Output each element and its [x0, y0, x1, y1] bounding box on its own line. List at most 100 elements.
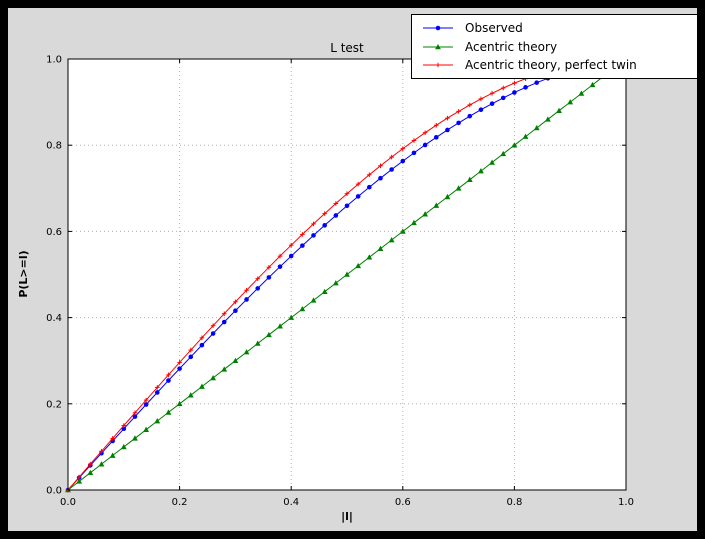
- circle-marker: [221, 319, 227, 325]
- triangle-marker: [567, 99, 574, 105]
- triangle-marker: [422, 211, 429, 217]
- circle-marker: [233, 308, 238, 314]
- circle-marker: [333, 213, 339, 218]
- legend-item-acentric-theory: Acentric theory: [421, 40, 688, 54]
- triangle-marker: [399, 228, 406, 234]
- tick-labels: 0.0 0.2 0.4 0.6 0.8 1.0 0.0 0.2 0.4 0.6 0.8 1.0: [46, 55, 634, 509]
- circle-marker: [266, 275, 272, 280]
- circle-marker: [277, 264, 283, 269]
- triangle-marker: [232, 357, 239, 363]
- circle-marker: [433, 135, 439, 140]
- circle-marker: [288, 253, 294, 259]
- triangle-marker: [556, 107, 562, 114]
- legend-line-sample-acentric-theory: [423, 43, 453, 49]
- y-tick-label: 0.8: [46, 141, 62, 152]
- triangle-marker: [511, 142, 518, 148]
- legend: Observed Acentric theory Acentric theory…: [411, 14, 698, 79]
- circle-marker: [512, 90, 517, 95]
- triangle-marker: [411, 219, 417, 226]
- circle-marker: [143, 402, 149, 407]
- circle-marker: [199, 342, 205, 348]
- axes-border: [67, 58, 627, 491]
- triangle-marker: [176, 400, 183, 407]
- triangle-marker: [288, 314, 295, 320]
- circle-marker: [188, 354, 194, 360]
- circle-marker: [422, 142, 428, 148]
- triangle-marker: [199, 383, 205, 389]
- triangle-marker: [210, 374, 216, 381]
- circle-marker: [500, 95, 506, 101]
- triangle-marker: [355, 262, 362, 269]
- triangle-marker: [377, 245, 384, 251]
- triangle-marker: [500, 150, 507, 157]
- triangle-marker: [299, 305, 306, 312]
- triangle-marker: [143, 426, 150, 432]
- circle-marker: [244, 297, 249, 302]
- triangle-marker: [277, 323, 283, 329]
- circle-marker: [378, 175, 383, 181]
- circle-marker: [166, 378, 171, 383]
- y-tick-label: 0.4: [46, 313, 62, 324]
- y-tick-label: 0.6: [46, 227, 62, 238]
- x-tick-label: 0.8: [506, 497, 522, 508]
- circle-marker: [435, 25, 441, 31]
- circle-marker: [389, 167, 394, 172]
- y-tick-label: 1.0: [46, 55, 62, 66]
- triangle-marker: [544, 116, 551, 122]
- legend-item-observed: Observed: [421, 21, 688, 35]
- circle-marker: [467, 113, 473, 119]
- triangle-marker: [489, 159, 495, 165]
- circle-marker: [367, 184, 372, 190]
- circle-marker: [534, 80, 540, 85]
- x-axis-label: |l|: [341, 510, 353, 523]
- triangle-marker: [533, 124, 540, 131]
- legend-label-observed: Observed: [465, 21, 523, 35]
- triangle-marker: [435, 43, 441, 49]
- circle-marker: [322, 223, 327, 228]
- triangle-marker: [366, 254, 373, 260]
- circle-marker: [132, 414, 138, 419]
- circle-marker: [311, 233, 316, 238]
- legend-label-acentric-theory: Acentric theory: [465, 39, 558, 54]
- legend-line-sample-perfect-twin: [423, 62, 453, 68]
- y-tick-label: 0.0: [46, 486, 62, 497]
- y-tick-label: 0.2: [46, 399, 62, 410]
- triangle-marker: [165, 409, 172, 415]
- circle-marker: [255, 286, 261, 291]
- circle-marker: [210, 331, 216, 336]
- triangle-marker: [455, 185, 462, 191]
- circle-marker: [478, 107, 484, 113]
- circle-marker: [300, 243, 305, 248]
- circle-marker: [445, 127, 450, 133]
- chart-title: L test: [330, 41, 364, 55]
- circle-marker: [456, 120, 461, 126]
- triangle-marker: [120, 443, 127, 450]
- circle-marker: [400, 158, 406, 164]
- series-acentric-theory: [65, 73, 607, 493]
- circle-marker: [489, 101, 495, 106]
- triangle-marker: [478, 168, 484, 174]
- triangle-marker: [87, 469, 94, 476]
- x-tick-label: 0.0: [60, 497, 76, 508]
- y-axis-label: P(L>=l): [17, 250, 30, 297]
- triangle-marker: [522, 133, 529, 139]
- legend-line-sample-observed: [423, 25, 453, 31]
- circle-marker: [411, 150, 417, 156]
- triangle-marker: [98, 461, 105, 467]
- triangle-marker: [76, 478, 83, 484]
- triangle-marker: [444, 193, 451, 200]
- triangle-marker: [332, 280, 339, 286]
- triangle-marker: [310, 297, 317, 303]
- x-tick-label: 0.2: [172, 497, 188, 508]
- triangle-marker: [132, 435, 138, 441]
- plot-dynamic-layer: 0.0 0.2 0.4 0.6 0.8 1.0 0.0 0.2 0.4 0.6 0.8 1.0: [46, 55, 634, 509]
- circle-marker: [523, 85, 528, 90]
- x-tick-label: 0.4: [283, 497, 299, 508]
- x-tick-label: 1.0: [618, 497, 634, 508]
- triangle-marker: [187, 392, 194, 398]
- circle-marker: [344, 203, 350, 209]
- legend-item-perfect-twin: Acentric theory, perfect twin: [421, 58, 688, 72]
- triangle-marker: [254, 340, 261, 346]
